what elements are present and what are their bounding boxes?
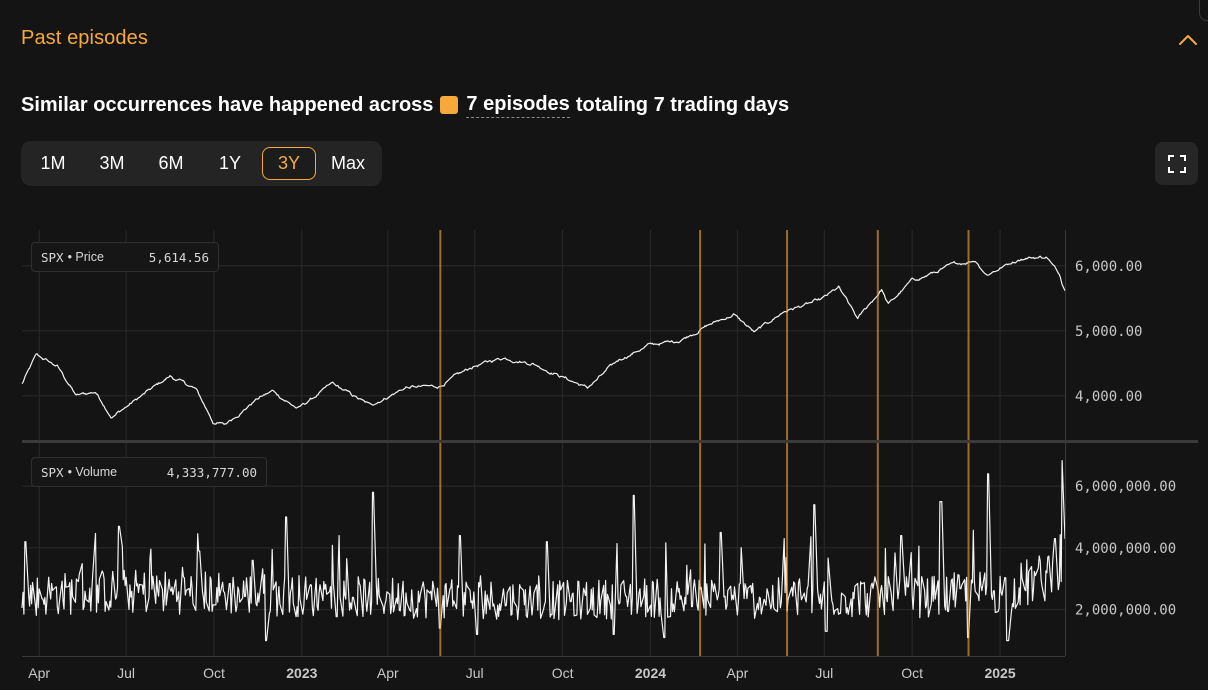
summary-suffix: totaling 7 trading days bbox=[575, 93, 790, 116]
past-episodes-header[interactable]: Past episodes bbox=[0, 0, 1208, 80]
y-tick-label: 6,000.00 bbox=[1075, 259, 1142, 275]
y-tick-label: 4,000,000.00 bbox=[1075, 541, 1176, 557]
price-legend-symbol: SPX bbox=[41, 249, 64, 265]
price-legend-series: • Price bbox=[67, 250, 104, 264]
y-tick-label: 2,000,000.00 bbox=[1075, 603, 1176, 619]
time-range-selector: 1M 3M 6M 1Y 3Y Max bbox=[21, 141, 382, 186]
volume-legend-value: 4,333,777.00 bbox=[166, 464, 257, 480]
range-button-1y[interactable]: 1Y bbox=[218, 153, 242, 173]
range-button-max[interactable]: Max bbox=[330, 153, 365, 173]
x-tick-label: Jul bbox=[466, 665, 484, 681]
volume-series-line bbox=[21, 460, 1066, 642]
y-tick-label: 6,000,000.00 bbox=[1075, 479, 1176, 495]
x-tick-label: 2023 bbox=[286, 665, 317, 681]
fullscreen-icon bbox=[1167, 154, 1186, 173]
x-tick-label: 2024 bbox=[635, 665, 666, 681]
episodes-count-link[interactable]: 7 episodes bbox=[466, 93, 570, 118]
x-tick-label: Apr bbox=[726, 665, 748, 681]
range-button-1m[interactable]: 1M bbox=[40, 153, 66, 173]
y-tick-label: 4,000.00 bbox=[1075, 389, 1142, 405]
range-button-6m[interactable]: 6M bbox=[158, 153, 184, 173]
episode-color-swatch bbox=[440, 96, 459, 114]
episodes-summary: Similar occurrences have happened across… bbox=[21, 91, 789, 119]
chevron-up-icon[interactable] bbox=[1176, 30, 1200, 50]
x-tick-label: Apr bbox=[28, 665, 50, 681]
x-tick-label: Oct bbox=[901, 665, 923, 681]
x-tick-label: Jul bbox=[117, 665, 135, 681]
section-title: Past episodes bbox=[21, 27, 148, 49]
x-tick-label: Jul bbox=[815, 665, 833, 681]
fullscreen-button[interactable] bbox=[1155, 142, 1198, 185]
price-legend-value: 5,614.56 bbox=[148, 249, 209, 265]
summary-prefix: Similar occurrences have happened across bbox=[21, 93, 434, 116]
x-tick-label: 2025 bbox=[984, 665, 1015, 681]
x-tick-label: Oct bbox=[203, 665, 225, 681]
panel-edge bbox=[1199, 0, 1208, 21]
x-tick-label: Oct bbox=[552, 665, 574, 681]
range-button-3m[interactable]: 3M bbox=[99, 153, 125, 173]
volume-legend-series: • Volume bbox=[67, 465, 118, 479]
volume-legend-symbol: SPX bbox=[41, 464, 64, 480]
volume-legend: SPX • Volume 4,333,777.00 bbox=[31, 457, 267, 487]
price-legend: SPX • Price 5,614.56 bbox=[31, 242, 219, 272]
price-series-line bbox=[21, 255, 1066, 425]
x-tick-label: Apr bbox=[377, 665, 399, 681]
range-button-3y[interactable]: 3Y bbox=[262, 147, 316, 180]
y-tick-label: 5,000.00 bbox=[1075, 324, 1142, 340]
